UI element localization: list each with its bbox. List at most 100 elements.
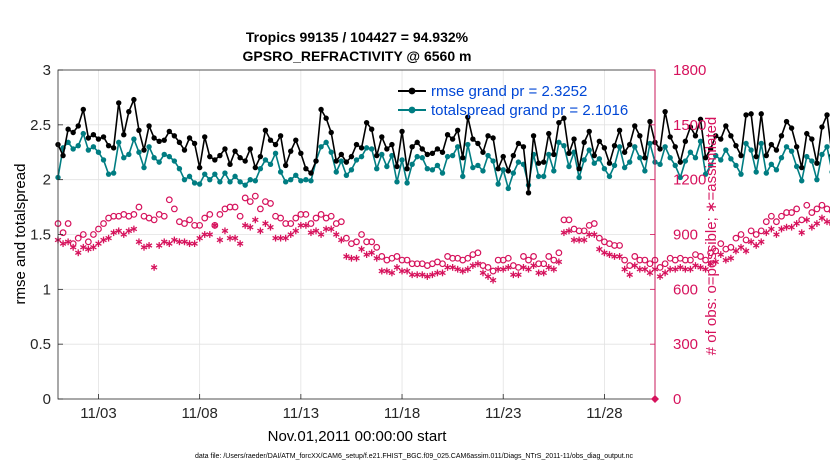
totalspread-point [824,144,830,150]
rmse-point [257,153,264,160]
possible-obs-marker [150,216,158,224]
assimilated-obs-marker [677,264,684,271]
asterisk-stroke [601,250,608,256]
totalspread-point [718,157,724,163]
rmse-point [632,123,638,129]
asterisk-stroke [621,266,628,272]
rmse-point [126,108,132,115]
rmse-point [490,135,496,141]
rmse-point [510,152,517,159]
rmse-point [627,141,633,148]
asterisk-stroke [596,246,603,252]
rmse-point [824,112,830,118]
rmse-point [647,118,653,125]
rmse-point [434,146,441,152]
assimilated-obs-marker [469,262,477,269]
y-left-tick-label: 3 [43,62,51,79]
rmse-point [308,170,314,176]
x-tick-label: 11/23 [485,405,521,422]
totalspread-point [222,170,228,176]
totalspread-point [470,164,476,171]
totalspread-point [131,136,137,142]
rmse-point [621,149,628,155]
possible-obs-marker [317,210,325,218]
assimilated-obs-marker [166,240,173,248]
assimilated-obs-marker [646,269,654,277]
possible-obs-marker [590,220,598,227]
assimilated-obs-marker [449,264,456,271]
asterisk-stroke [327,226,335,232]
totalspread-point [257,166,264,172]
totalspread-point [677,174,683,181]
rmse-point [667,134,673,140]
totalspread-point [566,163,572,170]
asterisk-stroke [418,272,426,277]
assimilated-obs-marker [489,276,497,284]
totalspread-point [424,166,431,172]
asterisk-stroke [181,239,188,245]
rmse-point [799,164,805,171]
rmse-point [485,133,491,139]
totalspread-point [788,148,795,154]
possible-obs-marker [702,256,709,264]
totalspread-point [758,140,764,147]
asterisk-stroke [742,248,750,254]
asterisk-stroke [231,235,239,241]
asterisk-stroke [697,265,704,270]
possible-obs-marker [762,218,770,226]
assimilated-obs-marker [206,231,214,238]
asterisk-stroke [312,228,320,234]
assimilated-obs-marker [282,234,289,242]
rmse-point [520,144,527,150]
rmse-point [217,152,223,159]
totalspread-point [358,153,365,160]
assimilated-obs-marker [262,220,269,227]
assimilated-obs-marker [682,265,689,273]
assimilated-obs-marker [555,258,563,266]
rmse-point [196,164,203,171]
possible-obs-marker [732,234,740,242]
assimilated-obs-marker [656,273,664,280]
totalspread-point [105,171,112,177]
asterisk-stroke [145,243,153,248]
totalspread-point [611,162,618,169]
asterisk-stroke [692,263,699,268]
totalspread-point [247,176,253,183]
asterisk-stroke [252,217,259,223]
totalspread-point [647,140,653,147]
assimilated-obs-marker [596,245,603,253]
assimilated-obs-marker [211,221,219,229]
possible-obs-marker [236,212,244,220]
assimilated-obs-marker [74,249,82,257]
asterisk-stroke [712,259,719,265]
rmse-point [743,112,749,118]
totalspread-point [601,166,608,172]
assimilated-obs-marker [358,245,365,253]
y-right-tick-label: 300 [673,336,698,353]
rmse-point [181,147,188,153]
possible-obs-marker [641,256,649,264]
rmse-point [738,152,744,159]
totalspread-point [439,170,446,176]
asterisk-stroke [464,266,472,272]
assimilated-obs-marker [520,264,527,271]
totalspread-point [707,162,714,169]
rmse-point [166,128,173,135]
assimilated-obs-marker [257,227,264,235]
assimilated-obs-marker [661,269,669,277]
y-right-tick-label: 900 [673,227,698,244]
asterisk-stroke [150,265,158,270]
possible-obs-marker [251,192,259,200]
assimilated-obs-marker [778,225,785,233]
asterisk-stroke [166,241,173,246]
possible-obs-marker [595,234,603,242]
asterisk-stroke [292,228,300,234]
x-tick-label: 11/18 [384,405,420,422]
totalspread-point [606,173,613,180]
asterisk-stroke [338,237,345,243]
possible-obs-marker [621,256,629,264]
totalspread-point [475,162,481,169]
rmse-point [571,136,577,142]
rmse-point [353,141,360,148]
assimilated-obs-marker [343,253,350,260]
